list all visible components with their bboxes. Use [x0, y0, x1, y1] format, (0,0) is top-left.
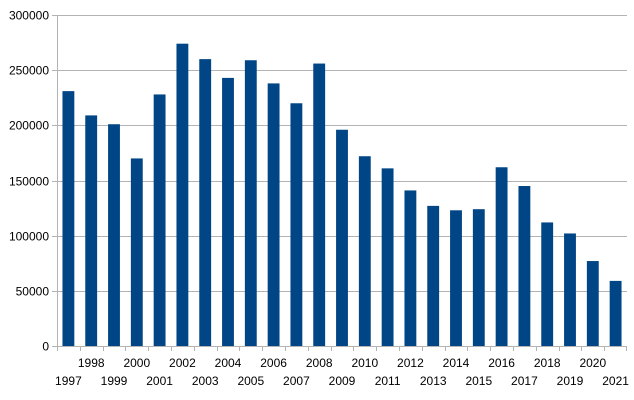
- x-tick-label: 2017: [511, 374, 538, 388]
- x-tick-label: 1997: [55, 374, 82, 388]
- x-tick-label: 2021: [602, 374, 629, 388]
- x-tick-label: 1999: [101, 374, 128, 388]
- bar-2008: [313, 63, 326, 347]
- y-tick-label: 200000: [9, 119, 49, 133]
- bar-2017: [518, 186, 531, 346]
- x-tick-label: 2015: [465, 374, 492, 388]
- bar-2004: [222, 77, 234, 346]
- x-tick-label: 2001: [146, 374, 173, 388]
- axes: [52, 15, 627, 351]
- bars: [62, 43, 622, 347]
- bar-1998: [85, 115, 98, 347]
- bar-2019: [564, 233, 576, 346]
- bar-2009: [336, 129, 348, 346]
- bar-2018: [541, 222, 554, 346]
- bar-2013: [427, 205, 440, 346]
- x-tick-label: 2013: [420, 374, 447, 388]
- bar-2006: [267, 83, 280, 346]
- x-tick-label: 2007: [283, 374, 310, 388]
- bar-2002: [176, 43, 189, 346]
- x-tick-label: 2019: [557, 374, 584, 388]
- x-tick-label: 2020: [579, 356, 606, 370]
- bar-1997: [62, 91, 75, 346]
- bar-2007: [290, 103, 303, 347]
- bar-2016: [495, 167, 508, 346]
- bar-2003: [199, 59, 212, 346]
- bar-2000: [130, 158, 143, 346]
- x-tick-label: 2010: [351, 356, 378, 370]
- bar-1999: [108, 124, 120, 346]
- bar-2005: [244, 60, 257, 347]
- bar-2001: [153, 94, 166, 346]
- x-tick-label: 2008: [306, 356, 333, 370]
- x-tick-labels: 1997 1998 1999 2000 2001 2002 2003 2004 2005 2006…: [55, 356, 629, 388]
- x-tick-label: 2000: [123, 356, 150, 370]
- x-tick-label: 2016: [488, 356, 515, 370]
- x-tick-label: 2009: [329, 374, 356, 388]
- y-tick-labels: 0 50000 100000 150000 200000 250000 300000: [9, 9, 49, 354]
- y-tick-label: 50000: [16, 285, 50, 299]
- x-tick-label: 2011: [375, 374, 401, 388]
- x-tick-label: 2002: [169, 356, 196, 370]
- x-tick-label: 2018: [534, 356, 561, 370]
- bar-2014: [450, 210, 462, 346]
- x-tick-label: 2004: [215, 356, 242, 370]
- x-tick-label: 2006: [260, 356, 287, 370]
- y-tick-label: 0: [42, 340, 49, 354]
- y-tick-label: 150000: [9, 175, 49, 189]
- x-tick-label: 2003: [192, 374, 219, 388]
- bar-2012: [404, 190, 417, 346]
- y-tick-label: 250000: [9, 64, 49, 78]
- bar-2020: [586, 261, 599, 346]
- bar-2015: [472, 209, 485, 346]
- x-tick-label: 2014: [443, 356, 470, 370]
- bar-2011: [381, 168, 394, 346]
- y-tick-label: 100000: [9, 230, 49, 244]
- x-tick-label: 1998: [78, 356, 105, 370]
- bar-2010: [358, 156, 371, 346]
- x-tick-label: 2005: [237, 374, 264, 388]
- y-tick-label: 300000: [9, 9, 49, 23]
- bar-2021: [609, 280, 622, 346]
- x-tick-label: 2012: [397, 356, 424, 370]
